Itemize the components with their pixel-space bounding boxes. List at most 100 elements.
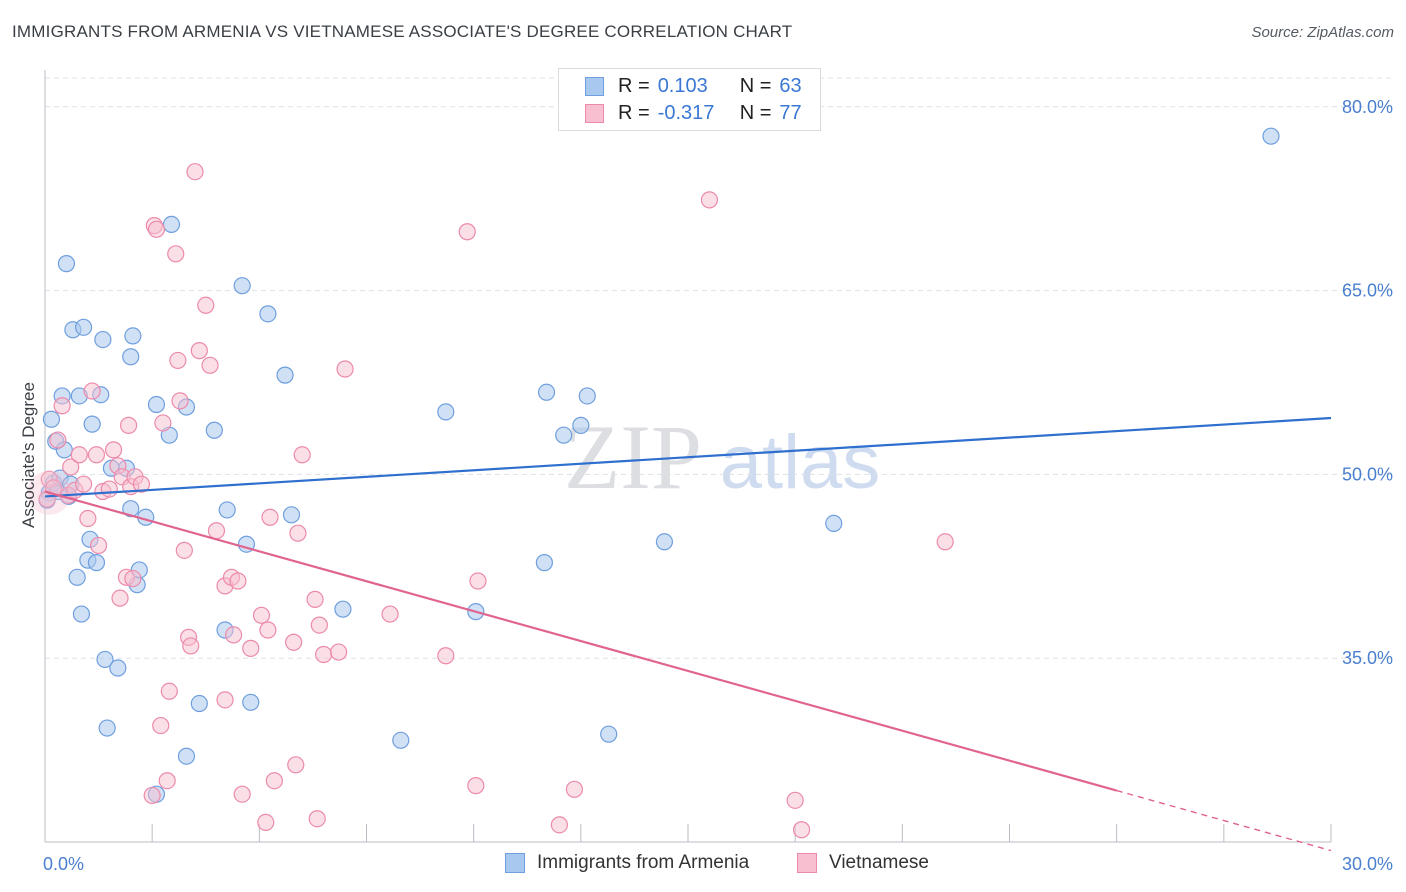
axes	[44, 70, 1332, 843]
armenia-point	[437, 403, 455, 421]
series-legend-vietnamese[interactable]: Vietnamese	[797, 852, 929, 874]
vietnamese-point	[252, 606, 271, 624]
vietnamese-point	[111, 589, 129, 607]
vietnamese-point	[124, 569, 142, 588]
armenia-trend-line	[44, 416, 1332, 498]
armenia-point	[147, 395, 166, 414]
vietnamese-point	[233, 785, 251, 803]
vietnamese-point	[257, 813, 275, 831]
armenia-point	[94, 330, 112, 349]
armenia-point	[190, 694, 208, 713]
armenia-point	[537, 383, 556, 401]
vietnamese-point	[289, 524, 307, 542]
armenia-point	[600, 725, 618, 743]
armenia-point	[177, 747, 196, 765]
armenia-point	[162, 215, 181, 233]
vietnamese-point	[310, 616, 328, 634]
armenia-point	[555, 426, 573, 444]
source-credit: Source: ZipAtlas.com	[1251, 24, 1394, 41]
armenia-point	[655, 533, 674, 551]
vietnamese-point	[786, 791, 804, 809]
armenia-point	[96, 650, 114, 669]
series-legend: Immigrants from Armenia Vietnamese	[0, 852, 1406, 878]
legend-row-vietnamese: R = -0.317 N = 77	[585, 101, 802, 125]
armenia-point	[282, 506, 301, 524]
vietnamese-point	[936, 533, 954, 551]
series-legend-armenia[interactable]: Immigrants from Armenia	[505, 852, 749, 874]
armenia-point	[122, 348, 140, 366]
armenia-point	[122, 500, 140, 518]
vietnamese-point	[197, 296, 215, 314]
x-tick-label: 30.0%	[1342, 854, 1393, 874]
vietnamese-point	[74, 475, 93, 493]
vietnamese-point	[467, 777, 485, 795]
chart-title: IMMIGRANTS FROM ARMENIA VS VIETNAMESE AS…	[12, 22, 793, 41]
vietnamese-point	[207, 522, 226, 540]
vietnamese-point	[225, 626, 243, 644]
y-axis-label: Associate's Degree	[19, 382, 38, 528]
legend-n-label: N =	[739, 101, 772, 124]
vietnamese-point	[132, 475, 151, 493]
vietnamese-point	[315, 645, 333, 664]
series-vietnamese-points	[27, 163, 954, 839]
x-tick-label: 0.0%	[43, 854, 84, 874]
vietnamese-point	[171, 392, 189, 410]
vietnamese-point	[469, 572, 487, 590]
vietnamese-point	[175, 541, 193, 559]
y-tick-label: 65.0%	[1342, 281, 1393, 301]
series-legend-label: Vietnamese	[829, 852, 929, 873]
vietnamese-point	[229, 572, 247, 590]
vietnamese-point	[216, 691, 234, 709]
y-tick-label: 35.0%	[1342, 648, 1393, 668]
armenia-point	[124, 327, 142, 345]
correlation-legend: R = 0.103 N = 63 R = -0.317 N = 77	[558, 68, 821, 131]
vietnamese-point	[550, 816, 569, 834]
legend-r-label: R =	[618, 101, 650, 124]
gridlines	[45, 77, 1395, 659]
armenia-point	[98, 719, 116, 737]
armenia-point	[74, 318, 93, 336]
armenia-point	[218, 501, 236, 519]
armenia-point	[259, 305, 277, 323]
vietnamese-point	[62, 458, 80, 476]
legend-n-value: 63	[779, 74, 802, 97]
legend-swatch-blue	[585, 76, 604, 96]
legend-n-value: 77	[779, 101, 802, 124]
vietnamese-point	[287, 756, 305, 774]
armenia-point	[572, 416, 590, 434]
vietnamese-point	[265, 772, 283, 790]
watermark: ZIP atlas	[564, 406, 880, 508]
series-swatch-blue	[505, 853, 525, 873]
armenia-point	[334, 600, 352, 618]
armenia-point	[578, 387, 596, 405]
y-tick-label: 80.0%	[1342, 97, 1393, 117]
armenia-point	[83, 415, 101, 433]
vietnamese-point	[49, 431, 67, 449]
armenia-point	[242, 693, 260, 711]
vietnamese-point	[89, 536, 108, 555]
watermark-atlas: atlas	[720, 420, 881, 505]
armenia-point	[1262, 127, 1280, 145]
vietnamese-point	[83, 382, 101, 400]
legend-r-value: 0.103	[657, 74, 708, 97]
vietnamese-point	[261, 508, 279, 526]
vietnamese-point	[306, 590, 324, 608]
vietnamese-point	[53, 397, 71, 415]
vietnamese-point	[293, 446, 311, 464]
vietnamese-point	[186, 163, 204, 181]
vietnamese-trend-extension	[1116, 789, 1332, 852]
legend-r-value: -0.317	[657, 101, 715, 124]
vietnamese-point	[104, 441, 123, 459]
vietnamese-point	[154, 414, 172, 432]
armenia-point	[535, 554, 553, 572]
series-legend-label: Immigrants from Armenia	[537, 852, 750, 873]
legend-swatch-pink	[585, 103, 604, 123]
vietnamese-point	[242, 639, 260, 657]
vietnamese-point	[259, 621, 277, 639]
armenia-point	[825, 514, 843, 532]
vietnamese-point	[330, 643, 348, 661]
vietnamese-point	[100, 480, 118, 498]
armenia-point	[205, 421, 223, 439]
vietnamese-point	[565, 780, 584, 798]
vietnamese-point	[119, 416, 138, 434]
